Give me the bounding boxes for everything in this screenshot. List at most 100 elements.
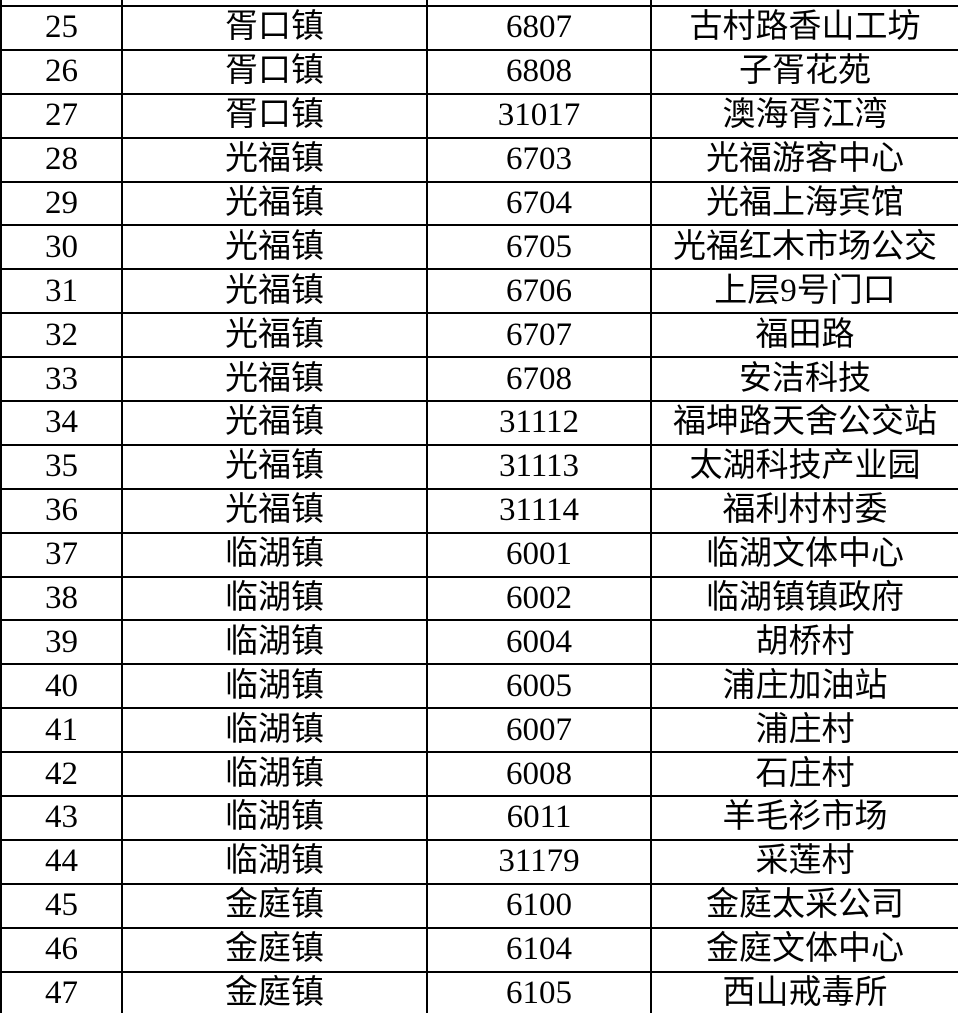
town-cell: 光福镇	[121, 400, 428, 446]
table-row: 28 光福镇 6703 光福游客中心	[0, 136, 958, 183]
town-cell: 金庭镇	[121, 882, 428, 929]
town-cell: 临湖镇	[121, 751, 428, 798]
row-number-cell: 27	[0, 92, 123, 139]
stop-name-cell: 子胥花苑	[650, 48, 958, 95]
town-cell: 光福镇	[121, 136, 428, 183]
stop-name-cell: 光福游客中心	[650, 136, 958, 183]
row-number-cell: 44	[0, 838, 123, 885]
town-cell: 胥口镇	[121, 92, 428, 139]
table-row: 45 金庭镇 6100 金庭太采公司	[0, 882, 958, 929]
stop-code-cell: 6105	[426, 970, 652, 1013]
row-number-cell: 36	[0, 487, 123, 534]
row-number-cell: 41	[0, 707, 123, 754]
row-number-cell	[0, 0, 123, 7]
stop-code-cell: 6001	[426, 531, 652, 578]
stop-name-cell: 福田路	[650, 312, 958, 359]
stop-code-cell: 6002	[426, 575, 652, 622]
stop-code-cell: 6007	[426, 707, 652, 754]
partial-row-top	[0, 0, 958, 7]
row-number-cell: 26	[0, 48, 123, 95]
town-cell: 临湖镇	[121, 531, 428, 578]
town-cell: 光福镇	[121, 312, 428, 359]
table-row: 37 临湖镇 6001 临湖文体中心	[0, 531, 958, 578]
row-number-cell: 29	[0, 180, 123, 227]
stop-code-cell: 31017	[426, 92, 652, 139]
row-number-cell: 37	[0, 531, 123, 578]
table-row: 44 临湖镇 31179 采莲村	[0, 838, 958, 885]
row-number-cell: 25	[0, 5, 123, 51]
stop-name-cell: 临湖文体中心	[650, 531, 958, 578]
stop-name-cell: 澳海胥江湾	[650, 92, 958, 139]
town-cell: 临湖镇	[121, 795, 428, 841]
stop-code-cell	[426, 0, 652, 7]
stop-code-cell: 6008	[426, 751, 652, 798]
stop-name-cell: 金庭文体中心	[650, 926, 958, 973]
table-row: 31 光福镇 6706 上层9号门口	[0, 268, 958, 315]
table-row: 32 光福镇 6707 福田路	[0, 312, 958, 359]
town-cell: 临湖镇	[121, 707, 428, 754]
stop-code-cell: 6808	[426, 48, 652, 95]
table-row: 38 临湖镇 6002 临湖镇镇政府	[0, 575, 958, 622]
stop-code-cell: 6705	[426, 224, 652, 271]
table-row: 46 金庭镇 6104 金庭文体中心	[0, 926, 958, 973]
town-cell	[121, 0, 428, 7]
town-cell: 金庭镇	[121, 926, 428, 973]
stop-name-cell: 安洁科技	[650, 356, 958, 403]
town-cell: 胥口镇	[121, 5, 428, 51]
row-number-cell: 40	[0, 663, 123, 710]
table-row: 41 临湖镇 6007 浦庄村	[0, 707, 958, 754]
stop-code-cell: 6706	[426, 268, 652, 315]
stop-name-cell: 光福上海宾馆	[650, 180, 958, 227]
stop-name-cell: 古村路香山工坊	[650, 5, 958, 51]
stops-table-body: 25 胥口镇 6807 古村路香山工坊 26 胥口镇 6808 子胥花苑 27 胥口镇 31017 澳…	[0, 5, 958, 1013]
row-number-cell: 32	[0, 312, 123, 359]
stop-code-cell: 6708	[426, 356, 652, 403]
town-cell: 临湖镇	[121, 663, 428, 710]
stop-code-cell: 6100	[426, 882, 652, 929]
table-row: 27 胥口镇 31017 澳海胥江湾	[0, 92, 958, 139]
table-row: 39 临湖镇 6004 胡桥村	[0, 619, 958, 666]
stop-name-cell: 浦庄村	[650, 707, 958, 754]
stop-name-cell: 采莲村	[650, 838, 958, 885]
stop-name-cell: 石庄村	[650, 751, 958, 798]
row-number-cell: 39	[0, 619, 123, 666]
town-cell: 胥口镇	[121, 48, 428, 95]
table-row: 30 光福镇 6705 光福红木市场公交	[0, 224, 958, 271]
table-row: 34 光福镇 31112 福坤路天舍公交站	[0, 400, 958, 446]
stop-name-cell: 福利村村委	[650, 487, 958, 534]
stop-name-cell: 浦庄加油站	[650, 663, 958, 710]
stop-code-cell: 6005	[426, 663, 652, 710]
town-cell: 光福镇	[121, 180, 428, 227]
table-row: 35 光福镇 31113 太湖科技产业园	[0, 443, 958, 490]
row-number-cell: 31	[0, 268, 123, 315]
stop-code-cell: 6104	[426, 926, 652, 973]
row-number-cell: 28	[0, 136, 123, 183]
stop-name-cell: 临湖镇镇政府	[650, 575, 958, 622]
stop-name-cell: 福坤路天舍公交站	[650, 400, 958, 446]
table-row: 36 光福镇 31114 福利村村委	[0, 487, 958, 534]
row-number-cell: 34	[0, 400, 123, 446]
stop-code-cell: 6704	[426, 180, 652, 227]
stop-code-cell: 6011	[426, 795, 652, 841]
stop-code-cell: 6004	[426, 619, 652, 666]
table-row: 47 金庭镇 6105 西山戒毒所	[0, 970, 958, 1013]
stop-code-cell: 6707	[426, 312, 652, 359]
town-cell: 光福镇	[121, 224, 428, 271]
town-cell: 金庭镇	[121, 970, 428, 1013]
table-row: 43 临湖镇 6011 羊毛衫市场	[0, 795, 958, 841]
town-cell: 光福镇	[121, 443, 428, 490]
stop-name-cell: 羊毛衫市场	[650, 795, 958, 841]
stop-code-cell: 31179	[426, 838, 652, 885]
stop-code-cell: 31114	[426, 487, 652, 534]
stop-name-cell: 上层9号门口	[650, 268, 958, 315]
town-cell: 光福镇	[121, 356, 428, 403]
town-cell: 光福镇	[121, 268, 428, 315]
town-cell: 临湖镇	[121, 575, 428, 622]
table-row: 33 光福镇 6708 安洁科技	[0, 356, 958, 403]
table-row: 25 胥口镇 6807 古村路香山工坊	[0, 5, 958, 51]
town-cell: 临湖镇	[121, 838, 428, 885]
town-cell: 光福镇	[121, 487, 428, 534]
row-number-cell: 45	[0, 882, 123, 929]
